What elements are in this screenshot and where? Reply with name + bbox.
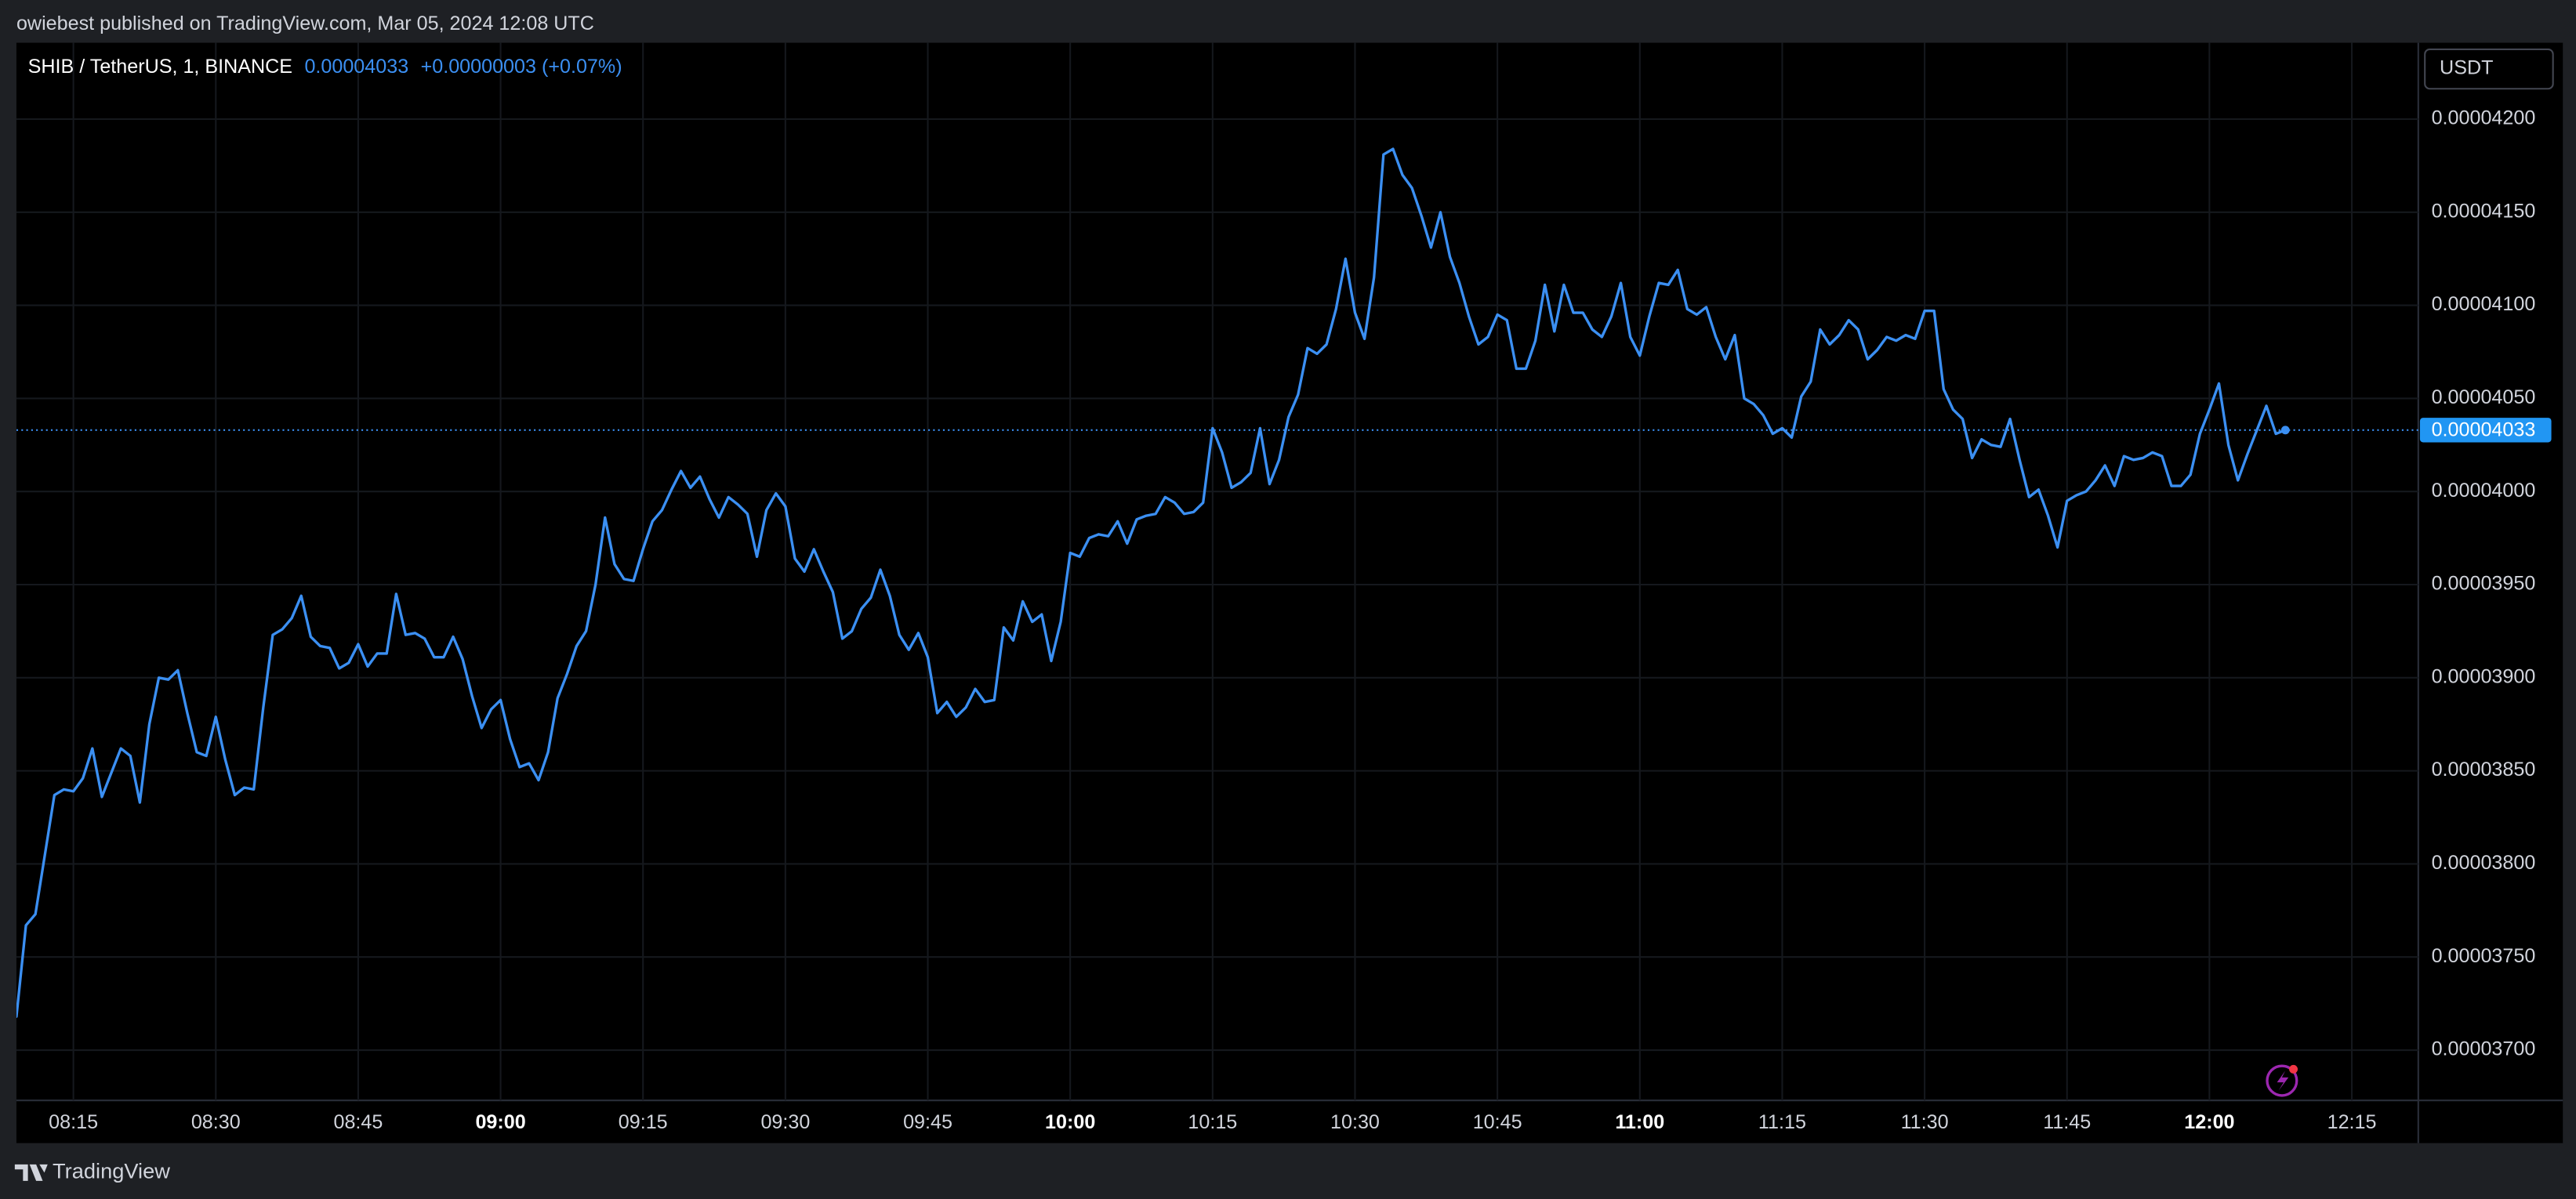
x-tick-label: 11:15 bbox=[1758, 1111, 1806, 1133]
y-tick-label: 0.00003850 bbox=[2432, 759, 2536, 781]
x-tick-label: 12:00 bbox=[2184, 1111, 2234, 1133]
legend: SHIB / TetherUS, 1, BINANCE 0.00004033 +… bbox=[28, 56, 622, 78]
currency[interactable]: USDT bbox=[2440, 57, 2493, 79]
x-tick-label: 11:00 bbox=[1615, 1111, 1664, 1133]
x-tick-label: 12:15 bbox=[2327, 1111, 2377, 1133]
legend-price: 0.00004033 bbox=[304, 56, 408, 78]
plot bbox=[16, 147, 2418, 1018]
y-tick-label: 0.00003900 bbox=[2432, 665, 2536, 687]
brand: TradingView bbox=[53, 1159, 170, 1183]
chart-pane bbox=[16, 42, 2563, 1143]
brand-logo bbox=[14, 1164, 48, 1181]
header: owiebest published on TradingView.com, M… bbox=[16, 13, 594, 34]
x-tick-label: 10:00 bbox=[1045, 1111, 1095, 1133]
y-tick-label: 0.00004000 bbox=[2432, 480, 2536, 502]
x-tick-label: 09:00 bbox=[475, 1111, 525, 1133]
y-tick-label: 0.00003750 bbox=[2432, 945, 2536, 967]
x-tick-label: 08:15 bbox=[49, 1111, 98, 1133]
symbol: SHIB / TetherUS, 1, BINANCE bbox=[28, 56, 292, 78]
lightning-icon[interactable] bbox=[2266, 1064, 2298, 1097]
last-point bbox=[2280, 426, 2290, 435]
y-tick-label: 0.00003800 bbox=[2432, 852, 2536, 874]
y-tick-label: 0.00003950 bbox=[2432, 573, 2536, 595]
x-tick-label: 10:15 bbox=[1188, 1111, 1237, 1133]
y-tick-label: 0.00004200 bbox=[2432, 107, 2536, 129]
currency-button[interactable] bbox=[2424, 48, 2554, 90]
y-tick-label: 0.00004150 bbox=[2432, 200, 2536, 222]
price-line bbox=[16, 147, 2286, 1018]
grid bbox=[16, 42, 2418, 1101]
last-price-label: 0.00004033 bbox=[2432, 418, 2536, 440]
x-tick-label: 09:45 bbox=[903, 1111, 952, 1133]
x-tick-label: 11:30 bbox=[1901, 1111, 1949, 1133]
x-tick-label: 10:45 bbox=[1473, 1111, 1522, 1133]
x-tick-label: 08:45 bbox=[333, 1111, 383, 1133]
x-tick-label: 09:15 bbox=[619, 1111, 668, 1133]
axes: 0.00003700 0.00003750 0.00003800 0.00003850… bbox=[49, 107, 2552, 1133]
x-tick-label: 09:30 bbox=[760, 1111, 810, 1133]
y-tick-label: 0.00003700 bbox=[2432, 1038, 2536, 1060]
last-price-box bbox=[2419, 418, 2552, 443]
legend-change: +0.00000003 (+0.07%) bbox=[421, 56, 622, 78]
y-tick-label: 0.00004050 bbox=[2432, 386, 2536, 408]
x-tick-label: 08:30 bbox=[191, 1111, 241, 1133]
x-tick-label: 11:45 bbox=[2043, 1111, 2091, 1133]
x-tick-label: 10:30 bbox=[1330, 1111, 1380, 1133]
y-tick-label: 0.00004100 bbox=[2432, 293, 2536, 315]
